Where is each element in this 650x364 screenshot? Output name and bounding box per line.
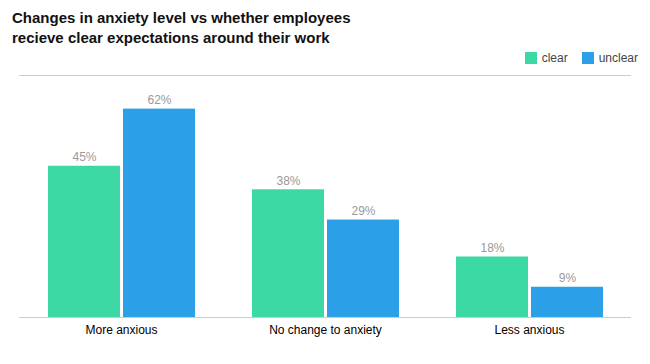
html-text:unclear: unclear xyxy=(598,51,638,65)
svg-text:62%: 62% xyxy=(147,93,171,107)
svg-text:45%: 45% xyxy=(72,150,96,164)
svg-text:Less anxious: Less anxious xyxy=(494,323,564,337)
html-text:clear: clear xyxy=(541,51,568,65)
svg-text:9%: 9% xyxy=(559,271,577,285)
svg-text:18%: 18% xyxy=(480,241,504,255)
svg-text:38%: 38% xyxy=(276,174,300,188)
svg-text:More anxious: More anxious xyxy=(85,323,157,337)
svg-text:No change to anxiety: No change to anxiety xyxy=(269,323,382,337)
svg-text:29%: 29% xyxy=(351,204,375,218)
html-text:Changes in anxiety level vs wh: Changes in anxiety level vs whether empl… xyxy=(12,9,351,46)
